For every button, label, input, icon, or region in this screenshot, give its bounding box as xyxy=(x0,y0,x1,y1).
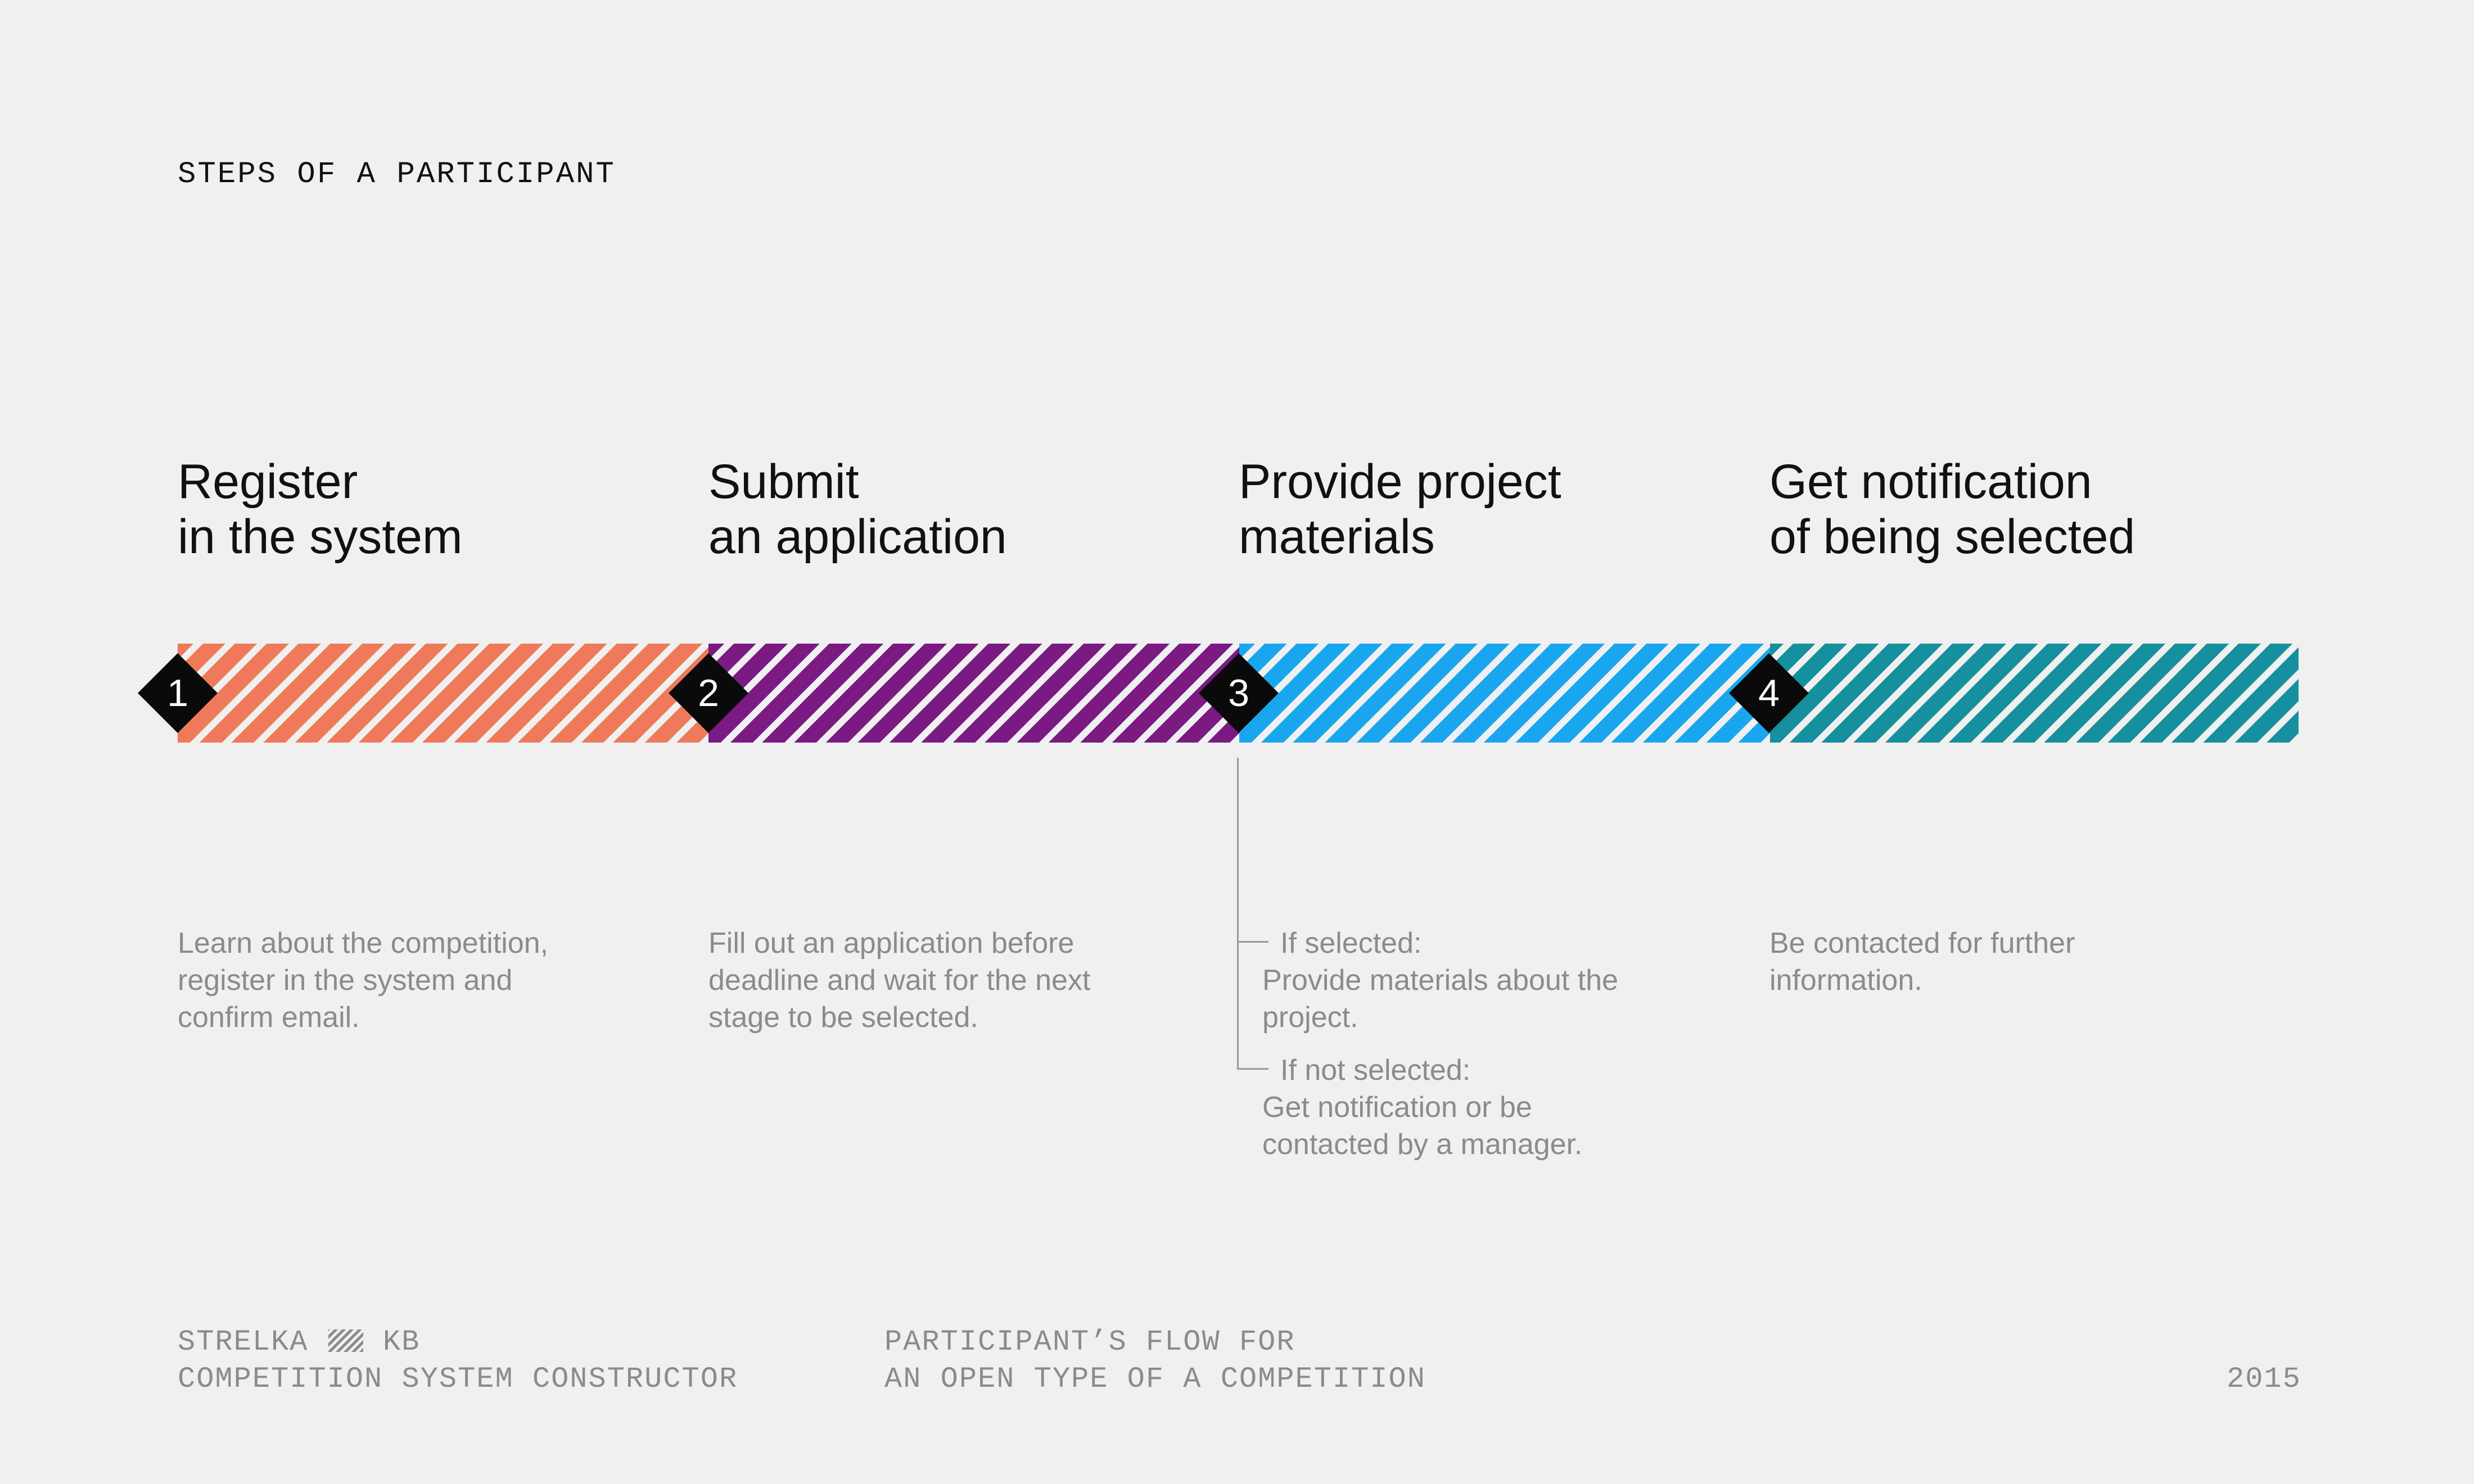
step-4-title-line-2: of being selected xyxy=(1769,510,2136,564)
step-2-desc-line: deadline and wait for the next xyxy=(708,964,1091,997)
step-2-desc-line: stage to be selected. xyxy=(708,1001,978,1034)
branch-not-selected-label: If not selected: xyxy=(1280,1054,1471,1087)
step-1-number: 1 xyxy=(167,672,188,714)
flow-caption-line-2: AN OPEN TYPE OF A COMPETITION xyxy=(884,1363,1426,1396)
branch-selected-label: If selected: xyxy=(1280,927,1422,960)
branch-connector-line xyxy=(1237,758,1239,1068)
step-2-title: Submit an application xyxy=(708,454,1215,564)
step-3-marker: 3 xyxy=(1199,653,1279,733)
step-2-marker: 2 xyxy=(669,653,748,733)
step-2-segment xyxy=(708,644,1239,743)
hatched-pattern-icon xyxy=(328,1329,363,1352)
step-4-title: Get notification of being selected xyxy=(1769,454,2276,564)
step-1-description: Learn about the competition, register in… xyxy=(178,925,639,1036)
step-1-title-line-1: Register xyxy=(178,455,358,509)
step-2-title-line-1: Submit xyxy=(708,455,859,509)
step-1-desc-line: Learn about the competition, xyxy=(178,927,549,960)
step-3-title: Provide project materials xyxy=(1239,454,1745,564)
branch-tick-selected xyxy=(1237,941,1268,943)
step-2-desc-line: Fill out an application before xyxy=(708,927,1075,960)
step-4-description: Be contacted for further information. xyxy=(1769,925,2231,999)
flow-caption-line-1: PARTICIPANT’S FLOW FOR xyxy=(884,1325,1295,1359)
step-1-title-line-2: in the system xyxy=(178,510,463,564)
branch-not-selected-line: Get notification or be xyxy=(1262,1091,1532,1124)
branch-tick-not-selected xyxy=(1237,1068,1268,1070)
step-4-marker: 4 xyxy=(1729,653,1809,733)
step-2-number: 2 xyxy=(698,672,719,714)
step-3-title-line-2: materials xyxy=(1239,510,1435,564)
footer-brand: STRELKA KB COMPETITION SYSTEM CONSTRUCTO… xyxy=(178,1324,738,1398)
brand-logo: STRELKA KB xyxy=(178,1324,738,1361)
branch-not-selected-line: contacted by a manager. xyxy=(1262,1128,1583,1161)
footer-year: 2015 xyxy=(2227,1363,2301,1396)
branch-selected: If selected: Provide materials about the… xyxy=(1262,925,1723,1036)
branch-selected-line: Provide materials about the xyxy=(1262,964,1619,997)
brand-name: STRELKA xyxy=(178,1325,309,1359)
step-1-desc-line: register in the system and xyxy=(178,964,513,997)
step-1-title: Register in the system xyxy=(178,454,684,564)
step-3-number: 3 xyxy=(1228,672,1249,714)
step-1-marker: 1 xyxy=(138,653,218,733)
step-4-segment xyxy=(1770,644,2299,743)
step-2-title-line-2: an application xyxy=(708,510,1007,564)
step-4-title-line-1: Get notification xyxy=(1769,455,2092,509)
footer-flow-caption: PARTICIPANT’S FLOW FOR AN OPEN TYPE OF A… xyxy=(884,1324,1426,1398)
step-4-desc-line: information. xyxy=(1769,964,1922,997)
step-4-number: 4 xyxy=(1758,672,1780,714)
step-1-segment xyxy=(178,644,708,743)
step-3-segment xyxy=(1239,644,1770,743)
step-4-desc-line: Be contacted for further xyxy=(1769,927,2075,960)
brand-subtitle: COMPETITION SYSTEM CONSTRUCTOR xyxy=(178,1363,738,1396)
branch-selected-line: project. xyxy=(1262,1001,1358,1034)
step-2-description: Fill out an application before deadline … xyxy=(708,925,1170,1036)
step-3-title-line-1: Provide project xyxy=(1239,455,1561,509)
step-1-desc-line: confirm email. xyxy=(178,1001,360,1034)
brand-suffix: KB xyxy=(382,1325,421,1359)
branch-not-selected: If not selected: Get notification or be … xyxy=(1262,1052,1723,1163)
page-title: STEPS OF A PARTICIPANT xyxy=(178,157,616,192)
